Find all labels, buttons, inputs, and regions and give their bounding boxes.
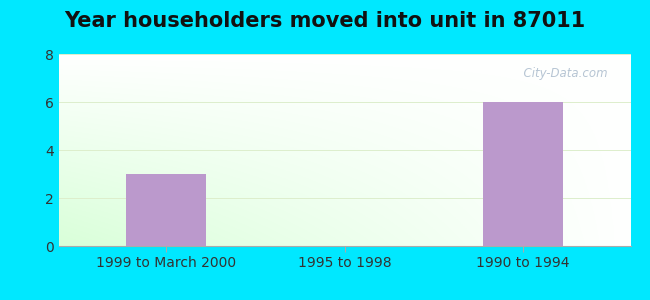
Bar [125, 174, 206, 246]
Bar [483, 102, 564, 246]
Text: City-Data.com: City-Data.com [516, 67, 608, 80]
Text: Year householders moved into unit in 87011: Year householders moved into unit in 870… [64, 11, 586, 31]
